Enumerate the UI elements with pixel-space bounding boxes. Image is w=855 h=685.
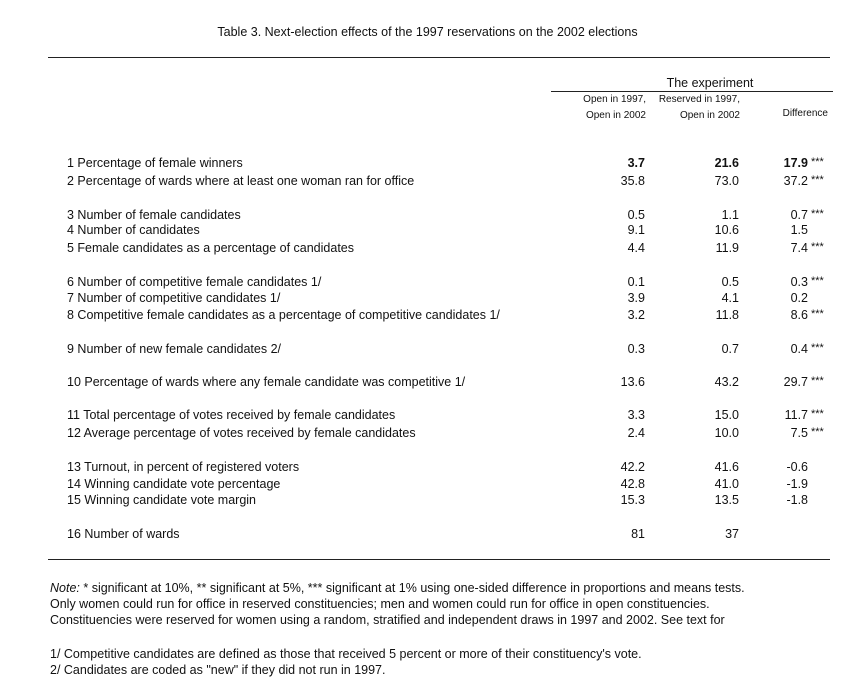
value-difference: 17.9 (783, 156, 808, 170)
note-label: Note: (50, 581, 80, 595)
col1-header-line2: Open in 2002 (585, 110, 646, 121)
significance-stars: *** (811, 342, 824, 354)
value-difference: -1.8 (786, 493, 808, 507)
value-reserved-open: 0.7 (721, 342, 739, 356)
significance-stars: *** (811, 208, 824, 220)
row-label: 7 Number of competitive candidates 1/ (67, 291, 281, 305)
row-label: 6 Number of competitive female candidate… (67, 275, 322, 289)
top-rule (48, 57, 830, 58)
footnote-1: 1/ Competitive candidates are defined as… (50, 647, 642, 661)
col-reserved-open-header: Reserved in 1997, Open in 2002 (648, 92, 740, 124)
value-difference: 0.2 (790, 291, 808, 305)
value-reserved-open: 41.6 (714, 460, 739, 474)
value-difference: 37.2 (783, 174, 808, 188)
row-label: 12 Average percentage of votes received … (67, 426, 416, 440)
value-open-open: 0.5 (627, 208, 645, 222)
value-open-open: 35.8 (620, 174, 645, 188)
row-label: 1 Percentage of female winners (67, 156, 243, 170)
value-difference: 11.7 (784, 408, 808, 422)
value-open-open: 15.3 (620, 493, 645, 507)
value-difference: 0.3 (790, 275, 808, 289)
row-label: 3 Number of female candidates (67, 208, 241, 222)
value-reserved-open: 1.1 (721, 208, 739, 222)
value-open-open: 2.4 (627, 426, 645, 440)
value-open-open: 9.1 (627, 223, 645, 237)
row-label: 11 Total percentage of votes received by… (67, 408, 396, 422)
significance-stars: *** (811, 426, 824, 438)
value-difference: -0.6 (786, 460, 808, 474)
value-difference: 7.5 (790, 426, 808, 440)
significance-stars: *** (811, 408, 824, 420)
value-open-open: 0.1 (627, 275, 645, 289)
row-label: 14 Winning candidate vote percentage (67, 477, 281, 491)
value-reserved-open: 11.8 (715, 308, 739, 322)
value-difference: 8.6 (790, 308, 808, 322)
value-reserved-open: 11.9 (715, 241, 739, 255)
table-title: Table 3. Next-election effects of the 19… (217, 25, 638, 39)
value-difference: 7.4 (790, 241, 808, 255)
value-open-open: 42.2 (620, 460, 645, 474)
experiment-rule (551, 91, 833, 92)
col-open-open-header: Open in 1997, Open in 2002 (560, 92, 646, 124)
note-line-3: Constituencies were reserved for women u… (50, 613, 725, 627)
value-reserved-open: 0.5 (721, 275, 739, 289)
value-reserved-open: 43.2 (714, 375, 739, 389)
row-label: 15 Winning candidate vote margin (67, 493, 257, 507)
bottom-rule (48, 559, 830, 560)
row-label: 5 Female candidates as a percentage of c… (67, 241, 354, 255)
value-difference: 1.5 (790, 223, 808, 237)
value-open-open: 3.2 (627, 308, 645, 322)
significance-stars: *** (811, 275, 824, 287)
note-text-1: * significant at 10%, ** significant at … (79, 581, 745, 595)
row-label: 4 Number of candidates (67, 223, 200, 237)
value-reserved-open: 41.0 (714, 477, 739, 491)
value-open-open: 4.4 (627, 241, 645, 255)
value-open-open: 81 (631, 527, 645, 541)
col2-header-line1: Reserved in 1997, (658, 94, 740, 105)
value-reserved-open: 13.5 (714, 493, 739, 507)
row-label: 13 Turnout, in percent of registered vot… (67, 460, 300, 474)
col1-header-line1: Open in 1997, (583, 94, 646, 105)
value-open-open: 3.3 (627, 408, 645, 422)
value-open-open: 42.8 (620, 477, 645, 491)
row-label: 10 Percentage of wards where any female … (67, 375, 466, 389)
value-difference: 0.4 (790, 342, 808, 356)
value-open-open: 3.9 (627, 291, 645, 305)
value-open-open: 13.6 (620, 375, 645, 389)
col2-header-line2: Open in 2002 (679, 110, 740, 121)
experiment-header: The experiment (666, 76, 754, 90)
value-reserved-open: 4.1 (721, 291, 739, 305)
row-label: 2 Percentage of wards where at least one… (67, 174, 415, 188)
row-label: 8 Competitive female candidates as a per… (67, 308, 500, 322)
value-difference: 0.7 (790, 208, 808, 222)
value-reserved-open: 37 (725, 527, 739, 541)
value-reserved-open: 15.0 (714, 408, 739, 422)
significance-stars: *** (811, 174, 824, 186)
footnote-2: 2/ Candidates are coded as "new" if they… (50, 663, 386, 677)
significance-stars: *** (811, 241, 824, 253)
value-reserved-open: 10.0 (714, 426, 739, 440)
note-line-1: Note: * significant at 10%, ** significa… (50, 580, 745, 596)
col-difference-header: Difference (782, 108, 828, 119)
value-difference: 29.7 (783, 375, 808, 389)
significance-stars: *** (811, 308, 824, 320)
value-difference: -1.9 (786, 477, 808, 491)
note-line-2: Only women could run for office in reser… (50, 597, 710, 611)
value-open-open: 3.7 (627, 156, 645, 170)
value-reserved-open: 73.0 (714, 174, 739, 188)
significance-stars: *** (811, 375, 824, 387)
row-label: 9 Number of new female candidates 2/ (67, 342, 282, 356)
value-open-open: 0.3 (627, 342, 645, 356)
row-label: 16 Number of wards (67, 527, 180, 541)
value-reserved-open: 21.6 (714, 156, 739, 170)
value-reserved-open: 10.6 (714, 223, 739, 237)
significance-stars: *** (811, 156, 824, 168)
